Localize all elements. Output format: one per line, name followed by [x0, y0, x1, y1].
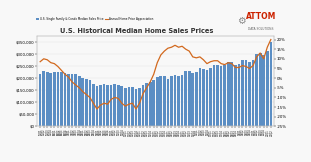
- Bar: [117, 85, 119, 126]
- Bar: [188, 71, 191, 126]
- Bar: [46, 72, 49, 126]
- Title: U.S. Historical Median Home Sales Prices: U.S. Historical Median Home Sales Prices: [60, 28, 213, 34]
- Bar: [245, 60, 247, 126]
- Bar: [64, 73, 66, 126]
- Bar: [266, 51, 269, 126]
- Bar: [135, 89, 137, 126]
- Bar: [60, 72, 63, 126]
- Legend: U.S. Single Family & Condo Median Sales Price, Annual Home Price Appreciation: U.S. Single Family & Condo Median Sales …: [36, 17, 153, 21]
- Bar: [106, 85, 109, 126]
- Bar: [113, 84, 116, 126]
- Bar: [128, 87, 130, 126]
- Bar: [138, 88, 141, 126]
- Bar: [248, 62, 251, 126]
- Bar: [74, 74, 77, 126]
- Bar: [124, 88, 127, 126]
- Bar: [99, 85, 102, 126]
- Bar: [227, 62, 230, 126]
- Bar: [184, 71, 187, 126]
- Bar: [223, 65, 226, 126]
- Bar: [81, 78, 84, 126]
- Bar: [209, 68, 212, 126]
- Bar: [42, 71, 45, 126]
- Bar: [259, 53, 262, 126]
- Bar: [195, 72, 198, 126]
- Bar: [89, 80, 91, 126]
- Bar: [71, 74, 73, 126]
- Bar: [78, 76, 81, 126]
- Bar: [152, 80, 155, 126]
- Bar: [220, 66, 222, 126]
- Text: ATTOM: ATTOM: [246, 12, 276, 21]
- Text: ⚙: ⚙: [237, 16, 245, 26]
- Bar: [167, 79, 169, 126]
- Bar: [202, 69, 205, 126]
- Bar: [92, 84, 95, 126]
- Bar: [170, 75, 173, 126]
- Bar: [39, 74, 41, 126]
- Bar: [270, 42, 272, 126]
- Bar: [95, 87, 98, 126]
- Bar: [234, 65, 237, 126]
- Bar: [49, 73, 52, 126]
- Bar: [156, 77, 159, 126]
- Bar: [230, 62, 233, 126]
- Bar: [57, 72, 59, 126]
- Bar: [103, 84, 105, 126]
- Bar: [67, 74, 70, 126]
- Bar: [241, 60, 244, 126]
- Bar: [238, 64, 240, 126]
- Bar: [142, 85, 144, 126]
- Bar: [216, 65, 219, 126]
- Bar: [181, 75, 183, 126]
- Bar: [192, 73, 194, 126]
- Bar: [120, 87, 123, 126]
- Bar: [160, 75, 162, 126]
- Bar: [213, 65, 216, 126]
- Bar: [177, 76, 180, 126]
- Bar: [198, 68, 201, 126]
- Bar: [53, 72, 56, 126]
- Bar: [206, 70, 208, 126]
- Bar: [145, 83, 148, 126]
- Bar: [255, 54, 258, 126]
- Bar: [110, 85, 113, 126]
- Bar: [163, 76, 166, 126]
- Bar: [131, 87, 134, 126]
- Bar: [149, 82, 151, 126]
- Bar: [262, 55, 265, 126]
- Text: DATA SOLUTIONS: DATA SOLUTIONS: [248, 27, 274, 31]
- Bar: [174, 75, 176, 126]
- Bar: [85, 79, 88, 126]
- Bar: [252, 60, 254, 126]
